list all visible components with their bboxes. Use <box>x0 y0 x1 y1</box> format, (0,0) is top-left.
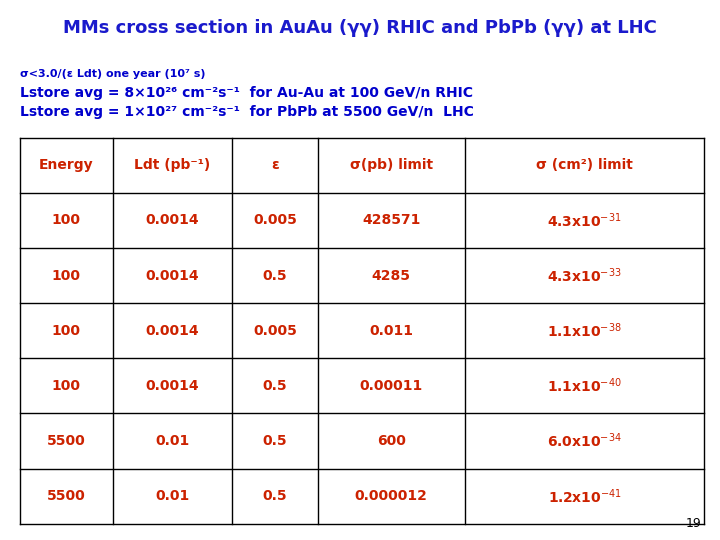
Text: Ldt (pb⁻¹): Ldt (pb⁻¹) <box>134 158 210 172</box>
Text: 0.005: 0.005 <box>253 324 297 338</box>
Text: ε: ε <box>271 158 279 172</box>
Text: 0.0014: 0.0014 <box>145 268 199 282</box>
Text: 19: 19 <box>685 517 701 530</box>
Text: 0.0014: 0.0014 <box>145 213 199 227</box>
Text: 4.3x10$^{-31}$: 4.3x10$^{-31}$ <box>547 211 622 230</box>
Text: 6.0x10$^{-34}$: 6.0x10$^{-34}$ <box>547 432 622 450</box>
Text: 1.2x10$^{-41}$: 1.2x10$^{-41}$ <box>547 487 621 505</box>
Text: 600: 600 <box>377 434 405 448</box>
Text: 100: 100 <box>52 324 81 338</box>
Text: σ(pb) limit: σ(pb) limit <box>350 158 433 172</box>
Text: 0.00011: 0.00011 <box>359 379 423 393</box>
Text: 100: 100 <box>52 268 81 282</box>
Text: 5500: 5500 <box>47 489 86 503</box>
Text: 4.3x10$^{-33}$: 4.3x10$^{-33}$ <box>547 266 622 285</box>
Text: σ (cm²) limit: σ (cm²) limit <box>536 158 633 172</box>
Text: 0.0014: 0.0014 <box>145 324 199 338</box>
Text: 0.005: 0.005 <box>253 213 297 227</box>
Text: 0.0014: 0.0014 <box>145 379 199 393</box>
Text: Energy: Energy <box>39 158 94 172</box>
Text: 0.011: 0.011 <box>369 324 413 338</box>
Text: Lstore avg = 8×10²⁶ cm⁻²s⁻¹  for Au-Au at 100 GeV/n RHIC: Lstore avg = 8×10²⁶ cm⁻²s⁻¹ for Au-Au at… <box>20 86 473 100</box>
Text: 428571: 428571 <box>362 213 420 227</box>
Text: Lstore avg = 1×10²⁷ cm⁻²s⁻¹  for PbPb at 5500 GeV/n  LHC: Lstore avg = 1×10²⁷ cm⁻²s⁻¹ for PbPb at … <box>20 105 474 119</box>
Text: 0.000012: 0.000012 <box>355 489 428 503</box>
Text: MMs cross section in AuAu (γγ) RHIC and PbPb (γγ) at LHC: MMs cross section in AuAu (γγ) RHIC and … <box>63 19 657 37</box>
Text: 100: 100 <box>52 379 81 393</box>
Text: 4285: 4285 <box>372 268 410 282</box>
Text: 0.5: 0.5 <box>263 489 287 503</box>
Text: 1.1x10$^{-38}$: 1.1x10$^{-38}$ <box>547 321 622 340</box>
Text: 100: 100 <box>52 213 81 227</box>
Text: 0.5: 0.5 <box>263 434 287 448</box>
Text: 0.5: 0.5 <box>263 379 287 393</box>
Text: 0.01: 0.01 <box>156 489 189 503</box>
Text: 1.1x10$^{-40}$: 1.1x10$^{-40}$ <box>547 376 622 395</box>
Text: 5500: 5500 <box>47 434 86 448</box>
Text: σ<3.0/(ε Ldt) one year (10⁷ s): σ<3.0/(ε Ldt) one year (10⁷ s) <box>20 69 206 79</box>
Text: 0.5: 0.5 <box>263 268 287 282</box>
Text: 0.01: 0.01 <box>156 434 189 448</box>
